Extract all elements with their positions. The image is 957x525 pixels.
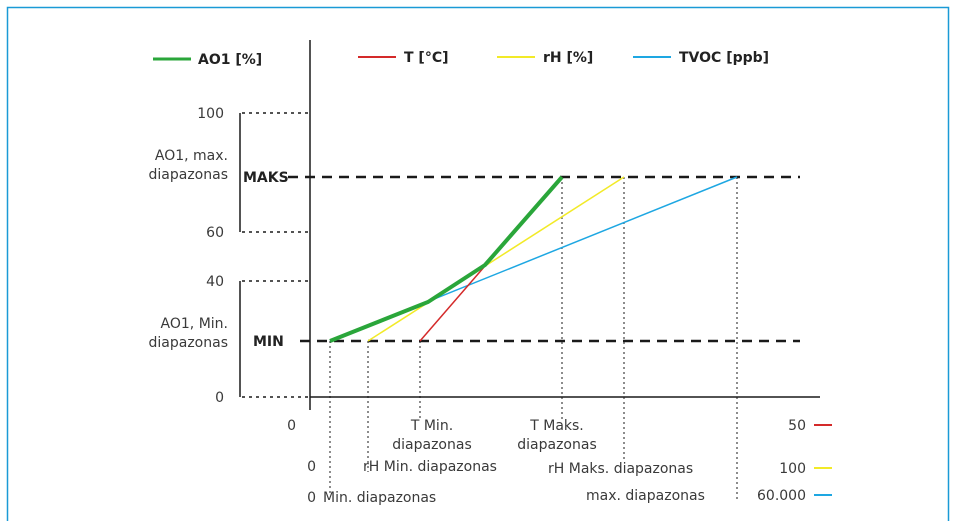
min-range-label-line1: AO1, Min.: [161, 316, 228, 332]
y-tick-0: 0: [215, 390, 224, 406]
y-tick-100: 100: [197, 106, 224, 122]
legend-tvoc-label: TVOC [ppb]: [679, 50, 769, 66]
tvoc-max-label: max. diapazonas: [586, 488, 705, 504]
rh-line: [367, 176, 625, 342]
x-row3-end: 60.000: [757, 488, 806, 504]
y-tick-60: 60: [206, 225, 224, 241]
x-row1-end: 50: [788, 418, 806, 434]
max-range-label-line1: AO1, max.: [155, 148, 228, 164]
t-max-label-line2: diapazonas: [517, 437, 596, 453]
min-range-label-line2: diapazonas: [149, 335, 228, 351]
t-max-label-line1: T Maks.: [529, 418, 584, 434]
y-tick-leaders: [242, 112, 310, 398]
x-row2-end: 100: [779, 461, 806, 477]
x-row3-zero: 0: [307, 490, 316, 506]
ao1-line: [329, 175, 564, 343]
t-min-label-line2: diapazonas: [392, 437, 471, 453]
max-range-label-line2: diapazonas: [149, 167, 228, 183]
figure-frame: [6, 6, 950, 521]
maks-label: MAKS: [243, 170, 289, 186]
legend-t-label: T [°C]: [404, 50, 449, 66]
t-min-label-line1: T Min.: [410, 418, 453, 434]
y-tick-40: 40: [206, 274, 224, 290]
legend-rh-label: rH [%]: [543, 50, 593, 66]
x-row2-zero: 0: [307, 459, 316, 475]
rh-min-label: rH Min. diapazonas: [363, 459, 497, 475]
min-label: MIN: [253, 334, 284, 350]
x-row1-zero: 0: [287, 418, 296, 434]
tvoc-min-label: Min. diapazonas: [323, 490, 436, 506]
legend-ao1-label: AO1 [%]: [198, 52, 262, 68]
rh-max-label: rH Maks. diapazonas: [548, 461, 693, 477]
